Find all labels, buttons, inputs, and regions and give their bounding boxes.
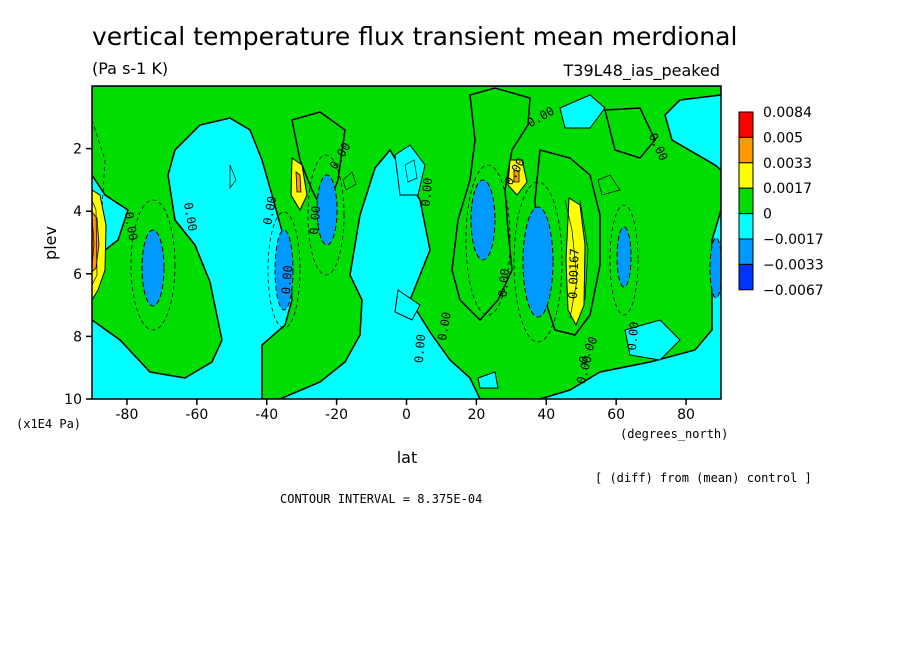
contour-label: 0.00 [181,201,200,232]
colorbar-swatch [738,263,754,291]
chart-units: (Pa s-1 K) [92,59,168,78]
experiment-label: T39L48_ias_peaked [563,61,721,81]
colorbar-level-label: 0.0017 [763,181,812,197]
contour-label: 0.00 [496,268,512,298]
y-tick-label: 4 [73,204,82,220]
x-tick-label: 60 [607,407,625,423]
plot-area: 0.00 0.00 0.00 0.00 0.00 0.00 0.00 0.00 0.00 0.00… [92,86,721,399]
x-tick-label: -20 [325,407,348,423]
contour-label: 0.00 [260,195,279,226]
contour-label: 0.00 [625,321,641,351]
y-axis-label: plev [41,226,60,260]
negative-thin-contours [92,119,639,343]
x-axis: -80 -60 -40 -20 0 20 40 60 80 [116,399,695,423]
x-tick-label: -40 [255,407,278,423]
colorbar-level-label: 0.0033 [763,156,812,172]
contour-label: 0.00 [419,177,435,207]
contour-label: 0.00 [435,311,454,342]
contour-label: 0.00 [279,265,295,295]
colorbar-level-label: 0.0084 [763,105,812,121]
diff-label: [ (diff) from (mean) control ] [595,471,812,485]
colorbar-swatch [738,187,754,215]
x-axis-units: (degrees_north) [620,427,728,441]
colorbar-swatch [738,111,754,138]
x-axis-label: lat [397,448,418,467]
y-tick-label: 6 [73,267,82,283]
negative-region-light-blue [141,174,721,318]
x-tick-label: 20 [467,407,485,423]
colorbar-swatch [738,238,754,265]
colorbar-level-label: −0.0067 [763,283,824,299]
colorbar: 0.0084 0.005 0.0033 0.0017 0 −0.0017 −0.0033 −0… [738,105,824,299]
cyan-pockets [394,94,681,389]
colorbar-level-label: 0 [763,207,772,223]
y-tick-label: 2 [73,142,82,158]
y-tick-label: 10 [64,392,82,408]
colorbar-swatch [738,213,754,240]
x-tick-label: -60 [185,407,208,423]
colorbar-swatch [738,136,754,164]
x-tick-label: 0 [402,407,411,423]
y-axis-units: (x1E4 Pa) [16,417,81,431]
contour-interval-label: CONTOUR INTERVAL = 8.375E-04 [280,492,482,506]
colorbar-swatch [738,162,754,189]
y-tick-label: 8 [73,329,82,345]
contour-label: 0.00 [307,205,323,235]
contour-label: 0.00 [412,334,428,364]
x-tick-label: -80 [116,407,139,423]
colorbar-level-label: −0.0033 [763,257,824,273]
colorbar-level-label: −0.0017 [763,232,824,248]
contour-label: 0.00167 [566,248,582,299]
x-tick-label: 40 [537,407,555,423]
y-axis: 2 4 6 8 10 [64,142,92,408]
chart-title: vertical temperature flux transient mean… [92,22,737,51]
contour-label: 0.00 [121,211,140,242]
x-tick-label: 80 [677,407,695,423]
colorbar-level-label: 0.005 [763,130,803,146]
